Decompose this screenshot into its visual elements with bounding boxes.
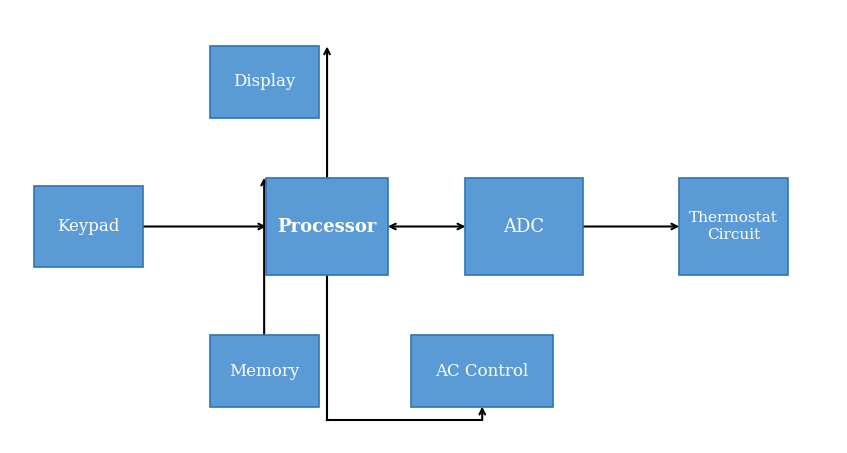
Text: Processor: Processor bbox=[277, 217, 377, 236]
FancyBboxPatch shape bbox=[210, 46, 318, 118]
Text: Thermostat
Circuit: Thermostat Circuit bbox=[689, 212, 778, 241]
FancyBboxPatch shape bbox=[411, 335, 553, 407]
Text: Memory: Memory bbox=[229, 362, 299, 380]
FancyBboxPatch shape bbox=[210, 335, 318, 407]
FancyBboxPatch shape bbox=[266, 178, 388, 275]
Text: Display: Display bbox=[233, 73, 296, 91]
Text: ADC: ADC bbox=[504, 217, 545, 236]
Text: AC Control: AC Control bbox=[435, 362, 529, 380]
FancyBboxPatch shape bbox=[466, 178, 583, 275]
FancyBboxPatch shape bbox=[34, 187, 142, 266]
Text: Keypad: Keypad bbox=[57, 218, 119, 235]
FancyBboxPatch shape bbox=[679, 178, 789, 275]
